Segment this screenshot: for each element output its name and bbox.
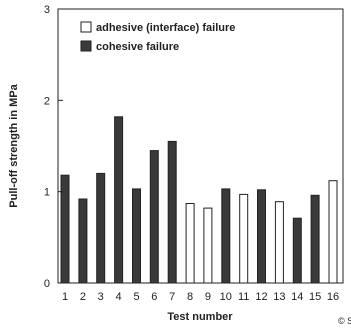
bar-test-10-cohesive: [221, 188, 231, 284]
x-axis: 1 2 3 4 5 6 7 8 9 10 11 12 13 14 15 16: [62, 291, 339, 303]
x-tick-label-7: 7: [169, 291, 175, 303]
bar-test-5-cohesive: [132, 188, 141, 284]
bar-test-11-adhesive: [239, 193, 249, 284]
x-axis-title: Test number: [167, 311, 233, 323]
x-tick-label-6: 6: [151, 291, 157, 303]
y-axis-title: Pull-off strength in MPa: [8, 83, 20, 207]
bar-test-4-cohesive: [114, 116, 124, 284]
x-tick-label-15: 15: [309, 291, 321, 303]
bars-layer: [60, 116, 338, 284]
bar-test-13-adhesive: [274, 201, 284, 284]
x-tick-label-10: 10: [220, 291, 232, 303]
bar-test-16-adhesive: [328, 180, 338, 284]
y-tick-label-2: 2: [44, 95, 50, 107]
x-tick-label-12: 12: [255, 291, 267, 303]
x-tick-label-11: 11: [238, 291, 249, 303]
x-tick-label-4: 4: [116, 291, 122, 303]
legend-swatch-cohesive: [80, 40, 92, 52]
y-tick-label-3: 3: [44, 4, 50, 16]
bar-test-6-cohesive: [149, 150, 159, 284]
x-tick-label-8: 8: [187, 291, 193, 303]
bar-test-15-cohesive: [310, 194, 320, 284]
bar-test-3-cohesive: [96, 172, 106, 284]
bar-test-14-cohesive: [292, 217, 302, 284]
x-tick-label-1: 1: [62, 291, 68, 303]
x-tick-label-14: 14: [291, 291, 303, 303]
y-tick-label-1: 1: [44, 187, 50, 199]
x-tick-label-2: 2: [80, 291, 86, 303]
y-tick-label-0: 0: [44, 278, 50, 290]
bar-test-8-adhesive: [185, 203, 195, 284]
x-tick-label-16: 16: [327, 291, 339, 303]
x-tick-label-3: 3: [98, 291, 104, 303]
x-tick-label-5: 5: [133, 291, 139, 303]
legend-swatch-adhesive: [80, 21, 92, 33]
x-tick-label-9: 9: [205, 291, 211, 303]
legend-label-adhesive: adhesive (interface) failure: [96, 22, 235, 34]
plot-frame: [57, 8, 344, 284]
y-axis: 0 1 2 3: [44, 4, 63, 290]
legend-label-cohesive: cohesive failure: [96, 41, 179, 53]
x-tick-label-13: 13: [273, 291, 285, 303]
bar-test-12-cohesive: [257, 189, 266, 284]
bar-test-7-cohesive: [167, 140, 177, 284]
corner-watermark: © S: [338, 316, 351, 326]
bar-test-9-adhesive: [203, 207, 213, 284]
bar-test-2-cohesive: [78, 198, 88, 284]
legend: adhesive (interface) failure cohesive fa…: [80, 21, 235, 53]
